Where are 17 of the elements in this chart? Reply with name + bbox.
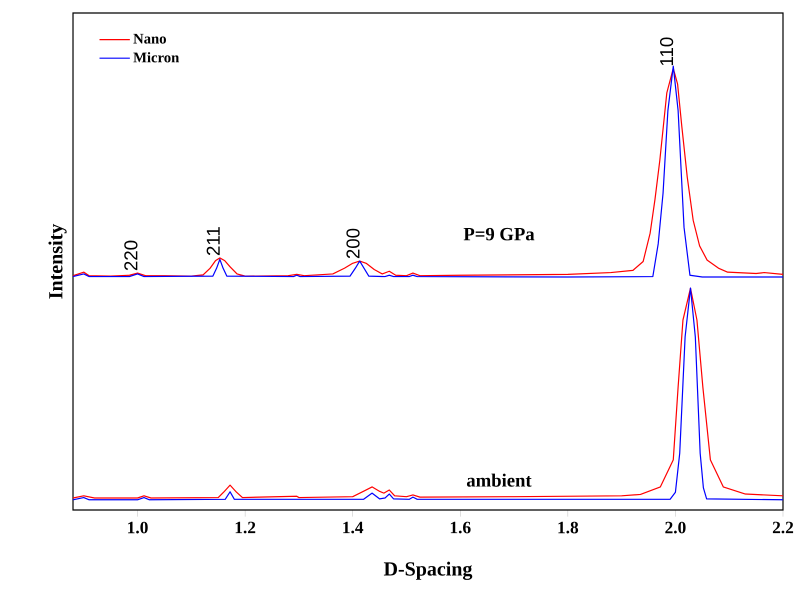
annotation: 200 <box>346 228 360 258</box>
x-tick-label: 1.2 <box>236 522 256 534</box>
legend-label: Micron <box>133 52 180 62</box>
x-tick-label: 1.0 <box>128 522 148 534</box>
annotation: ambient <box>466 474 532 487</box>
x-tick-label: 1.8 <box>558 522 578 534</box>
annotation: P=9 GPa <box>464 228 534 240</box>
x-tick-label: 1.4 <box>343 522 364 534</box>
x-tick-label: 2.0 <box>665 522 686 534</box>
annotation: 211 <box>206 227 220 256</box>
y-axis-title: Intensity <box>48 224 67 299</box>
annotation: 220 <box>124 240 138 270</box>
x-tick-label: 1.6 <box>450 522 471 534</box>
x-axis-title: D-Spacing <box>384 562 472 580</box>
annotation: 110 <box>660 37 674 66</box>
legend-label: Nano <box>133 34 166 44</box>
x-tick-label: 2.2 <box>772 522 794 534</box>
